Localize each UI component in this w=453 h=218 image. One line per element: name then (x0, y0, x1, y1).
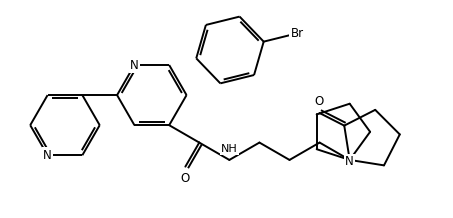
Text: N: N (43, 149, 52, 162)
Text: N: N (130, 58, 139, 72)
Text: N: N (345, 155, 354, 168)
Text: O: O (181, 172, 190, 185)
Text: O: O (315, 95, 324, 108)
Text: NH: NH (221, 144, 238, 154)
Text: Br: Br (291, 27, 304, 40)
